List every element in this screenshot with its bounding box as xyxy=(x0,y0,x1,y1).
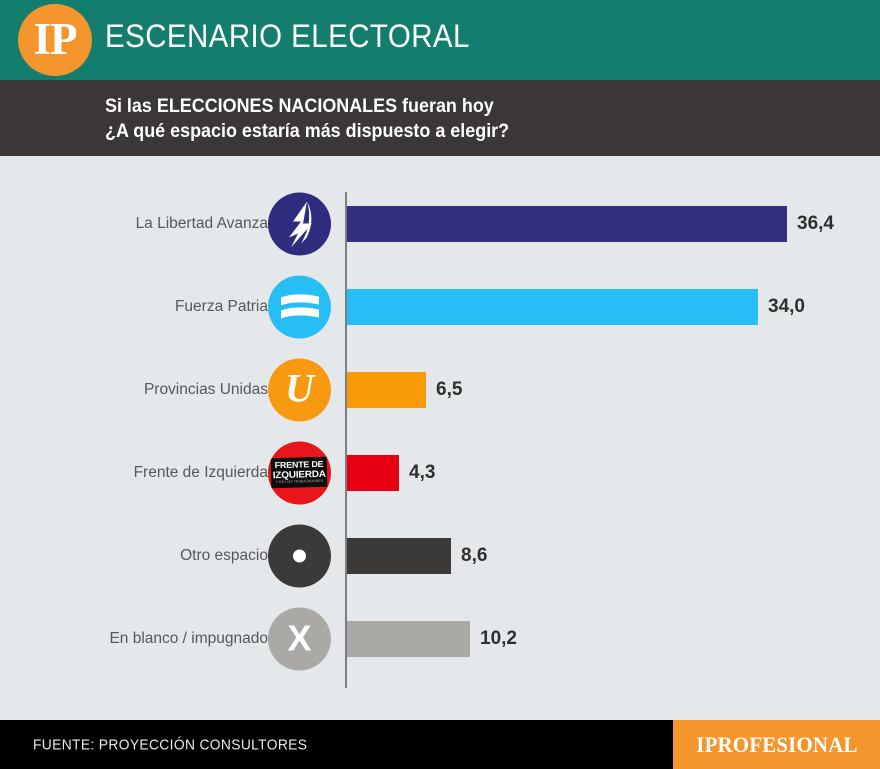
logo-lion-icon xyxy=(288,201,312,247)
bar-chart: La Libertad Avanza 36,4 Fuerza Patria 34,0 P… xyxy=(0,156,880,714)
chart-row: Provincias Unidas U 6,5 xyxy=(0,355,880,425)
chart-bar-value: 8,6 xyxy=(461,545,488,566)
chart-bar xyxy=(347,372,426,408)
chart-row-label: Otro espacio xyxy=(180,547,268,564)
chart-bar-value: 34,0 xyxy=(768,296,805,317)
logo-text-line-3: Y DE LOS TRABAJADORES xyxy=(275,479,324,485)
iprofesional-logo-icon: IP xyxy=(18,4,92,76)
footer-bar: FUENTE: PROYECCIÓN CONSULTORES IPROFESIO… xyxy=(0,720,880,769)
chart-row-label: En blanco / impugnado xyxy=(109,630,268,647)
logo-letter: X xyxy=(287,617,312,658)
subtitle-bar: Si las ELECCIONES NACIONALES fueran hoy … xyxy=(0,80,880,156)
otro-espacio-logo xyxy=(268,524,331,588)
en-blanco-impugnado-logo: X xyxy=(268,607,331,671)
chart-row: Otro espacio 8,6 xyxy=(0,521,880,591)
la-libertad-avanza-logo xyxy=(268,192,331,256)
chart-bar-value: 36,4 xyxy=(797,213,834,234)
iprofesional-logo-text: IP xyxy=(33,13,78,64)
header-bar: IP ESCENARIO ELECTORAL xyxy=(0,0,880,80)
logo-waves-icon xyxy=(280,293,319,318)
chart-bar xyxy=(347,538,451,574)
chart-bar-value: 4,3 xyxy=(409,462,436,483)
chart-row-label: Provincias Unidas xyxy=(143,381,268,398)
chart-row-label: Fuerza Patria xyxy=(174,298,268,315)
survey-question: Si las ELECCIONES NACIONALES fueran hoy … xyxy=(105,95,510,142)
chart-axis-line xyxy=(345,192,347,688)
chart-bar xyxy=(347,621,470,657)
brand-label: IPROFESIONAL xyxy=(695,731,858,757)
provincias-unidas-logo: U xyxy=(268,358,331,422)
chart-bar xyxy=(347,206,787,242)
brand-badge: IPROFESIONAL xyxy=(673,720,880,769)
chart-bar-value: 6,5 xyxy=(436,379,463,400)
logo-dot-icon xyxy=(293,549,306,563)
chart-row: Fuerza Patria 34,0 xyxy=(0,272,880,342)
source-label: FUENTE: PROYECCIÓN CONSULTORES xyxy=(33,736,308,753)
logo-text-box: FRENTE DE IZQUIERDA Y DE LOS TRABAJADORES xyxy=(270,457,329,489)
chart-row: En blanco / impugnado X 10,2 xyxy=(0,604,880,674)
frente-de-izquierda-logo: FRENTE DE IZQUIERDA Y DE LOS TRABAJADORES xyxy=(268,441,331,505)
page-title: ESCENARIO ELECTORAL xyxy=(105,18,470,54)
chart-bar-value: 10,2 xyxy=(480,628,517,649)
chart-bar xyxy=(347,455,399,491)
chart-row-label: Frente de Izquierda xyxy=(133,464,268,481)
fuerza-patria-logo xyxy=(268,275,331,339)
chart-row: La Libertad Avanza 36,4 xyxy=(0,189,880,259)
logo-text-line-2: IZQUIERDA xyxy=(272,468,327,481)
chart-row-label: La Libertad Avanza xyxy=(135,215,268,232)
chart-row: Frente de Izquierda FRENTE DE IZQUIERDA Y D… xyxy=(0,438,880,508)
chart-bar xyxy=(347,289,758,325)
logo-letter: U xyxy=(285,365,314,410)
